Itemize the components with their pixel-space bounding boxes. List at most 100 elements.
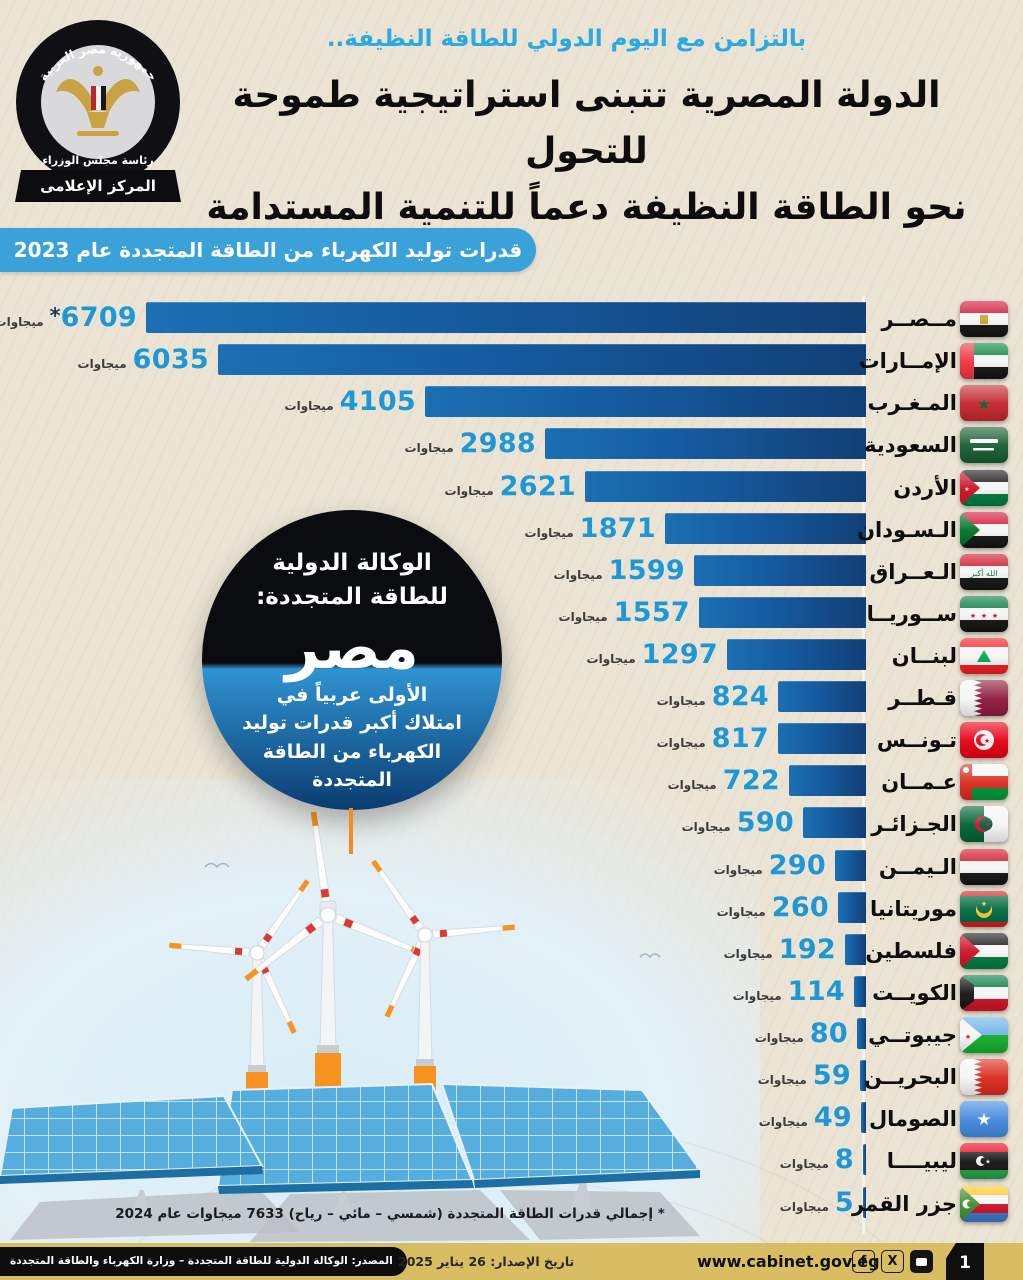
footnote-asterisk: * bbox=[49, 304, 61, 328]
chart-row: 5 ميجاوات جزر القمر bbox=[0, 1185, 1023, 1222]
bar-value: 5 bbox=[834, 1186, 854, 1218]
bar-unit: ميجاوات bbox=[779, 1199, 829, 1214]
bar-value: 817 bbox=[711, 723, 769, 755]
country-label: الإمــارات bbox=[858, 349, 957, 374]
release-date: تاريخ الإصدار: 26 يناير 2025 bbox=[398, 1254, 575, 1269]
flag-jordan-icon: ★ bbox=[960, 469, 1008, 506]
value-bar bbox=[545, 428, 866, 460]
svg-text:★: ★ bbox=[985, 1159, 990, 1166]
chart-title: قدرات توليد الكهرباء من الطاقة المتجددة … bbox=[13, 238, 523, 262]
bar-unit: ميجاوات bbox=[754, 1031, 804, 1045]
bar-value-label: 5 ميجاوات bbox=[780, 1186, 854, 1219]
value-bar bbox=[778, 723, 866, 755]
flag-somalia-icon: ★ bbox=[960, 1101, 1008, 1138]
logo-bottom-arc-text: رئاسة مجلس الوزراء bbox=[42, 154, 153, 167]
chart-row: 1297 ميجاوات لبنــان bbox=[0, 638, 1023, 674]
svg-text:★: ★ bbox=[965, 1033, 971, 1041]
chart-row: 1557 ميجاوات ســوريــا ★ ★ ★ bbox=[0, 595, 1023, 632]
bar-value-label: 722 ميجاوات bbox=[668, 764, 780, 797]
country-label: عـمــان bbox=[881, 770, 957, 795]
kicker-text: بالتزامن مع اليوم الدولي للطاقة النظيفة.… bbox=[326, 26, 807, 52]
country-label: لبنــان bbox=[891, 644, 957, 668]
country-label: مــصــر bbox=[881, 307, 957, 331]
value-bar bbox=[863, 1144, 866, 1176]
flag-djibouti-icon: ★ bbox=[960, 1017, 1008, 1053]
bar-unit: ميجاوات bbox=[723, 946, 773, 961]
chart-row: 2621 ميجاوات الأردن ★ bbox=[0, 469, 1023, 506]
country-label: الـسـودان bbox=[857, 517, 957, 542]
bar-value-label: 59 ميجاوات bbox=[758, 1059, 851, 1092]
youtube-icon[interactable] bbox=[910, 1250, 933, 1273]
value-bar bbox=[665, 512, 866, 544]
flag-comoros-icon bbox=[960, 1185, 1008, 1222]
flag-mauritania-icon: ★ bbox=[960, 890, 1008, 927]
bar-value: 260 bbox=[771, 891, 829, 923]
chart-row: 8 ميجاوات ليبيــــا ★ bbox=[0, 1143, 1023, 1180]
country-label: الجـزائـر bbox=[871, 812, 957, 837]
svg-text:★: ★ bbox=[981, 612, 987, 620]
flag-syria-icon: ★ ★ ★ bbox=[960, 595, 1008, 632]
value-bar bbox=[861, 1102, 866, 1134]
bar-value-label: 6035 ميجاوات bbox=[78, 343, 209, 376]
birds bbox=[204, 862, 661, 959]
value-bar bbox=[863, 1186, 866, 1218]
value-bar bbox=[789, 765, 866, 797]
svg-text:★: ★ bbox=[964, 486, 969, 493]
cabinet-media-center-logo: جمهورية مصر العربية رئاسة مجلس الوزراء ا… bbox=[13, 14, 183, 206]
bar-value-label: 80 ميجاوات bbox=[755, 1017, 848, 1050]
bar-value: 114 bbox=[787, 975, 845, 1007]
bar-value-label: 114 ميجاوات bbox=[733, 975, 845, 1008]
bar-value: 1557 bbox=[613, 596, 690, 628]
value-bar bbox=[838, 891, 866, 923]
value-bar bbox=[218, 344, 866, 376]
country-label: تـونــس bbox=[876, 728, 957, 753]
chart-row: 59 ميجاوات البحريــن bbox=[0, 1059, 1023, 1096]
bar-unit: ميجاوات bbox=[667, 778, 717, 793]
bar-value: 290 bbox=[768, 849, 826, 881]
bar-value: 590 bbox=[736, 807, 794, 839]
flag-saudi-icon bbox=[960, 427, 1008, 464]
solar-panels bbox=[0, 1082, 700, 1216]
chart-row: 6035 ميجاوات الإمــارات bbox=[0, 343, 1023, 380]
svg-text:★: ★ bbox=[977, 395, 990, 413]
chart-row: 4105 ميجاوات المـغـرب ★ bbox=[0, 385, 1023, 422]
svg-text:★: ★ bbox=[976, 1110, 991, 1130]
footer-bar: المصدر: الوكالة الدولية للطاقة المتجددة … bbox=[0, 1243, 1023, 1280]
bar-value-label: 824 ميجاوات bbox=[657, 680, 769, 713]
bar-value: 49 bbox=[813, 1102, 852, 1134]
facebook-icon[interactable]: f bbox=[852, 1250, 875, 1273]
bar-value-label: 1297 ميجاوات bbox=[587, 638, 718, 671]
value-bar bbox=[694, 554, 866, 586]
bar-unit: ميجاوات bbox=[586, 652, 636, 666]
bar-unit: ميجاوات bbox=[757, 1073, 807, 1088]
page-number: 1 bbox=[946, 1243, 984, 1280]
chart-row: 2988 ميجاوات السعودية bbox=[0, 427, 1023, 464]
bar-unit: ميجاوات bbox=[553, 567, 603, 582]
svg-text:الله أكبر: الله أكبر bbox=[970, 568, 998, 578]
flag-palestine-icon bbox=[960, 932, 1008, 969]
bar-unit: ميجاوات bbox=[444, 483, 494, 498]
flag-tunisia-icon: ★ bbox=[960, 722, 1008, 759]
bar-value: 59 bbox=[812, 1060, 851, 1092]
flag-oman-icon bbox=[960, 764, 1008, 801]
badge-body-line: المتجددة bbox=[312, 769, 392, 792]
bar-unit: ميجاوات bbox=[0, 315, 44, 329]
title-line-1: الدولة المصرية تتبنى استراتيجية طموحة لل… bbox=[232, 75, 941, 172]
country-label: الكويــت bbox=[872, 980, 957, 1005]
chart-row: 817 ميجاوات تـونــس ★ bbox=[0, 722, 1023, 759]
x-icon[interactable]: X bbox=[881, 1250, 904, 1273]
bar-unit: ميجاوات bbox=[404, 441, 454, 456]
country-label: الصومال bbox=[868, 1107, 957, 1132]
country-label: المـغـرب bbox=[867, 391, 957, 416]
value-bar bbox=[727, 639, 866, 670]
chart-row: 6709* ميجاوات مــصــر bbox=[0, 301, 1023, 337]
badge-headline: مصر bbox=[285, 612, 419, 683]
bar-value-label: 817 ميجاوات bbox=[657, 722, 769, 755]
chart-row: 590 ميجاوات الجـزائـر ★ bbox=[0, 806, 1023, 843]
bar-unit: ميجاوات bbox=[558, 609, 608, 624]
value-bar bbox=[425, 386, 866, 418]
bar-unit: ميجاوات bbox=[681, 820, 731, 835]
chart-row: 1871 ميجاوات الـسـودان bbox=[0, 511, 1023, 548]
website-link[interactable]: www.cabinet.gov.eg bbox=[697, 1252, 880, 1271]
bar-value: 6709 bbox=[60, 302, 137, 333]
